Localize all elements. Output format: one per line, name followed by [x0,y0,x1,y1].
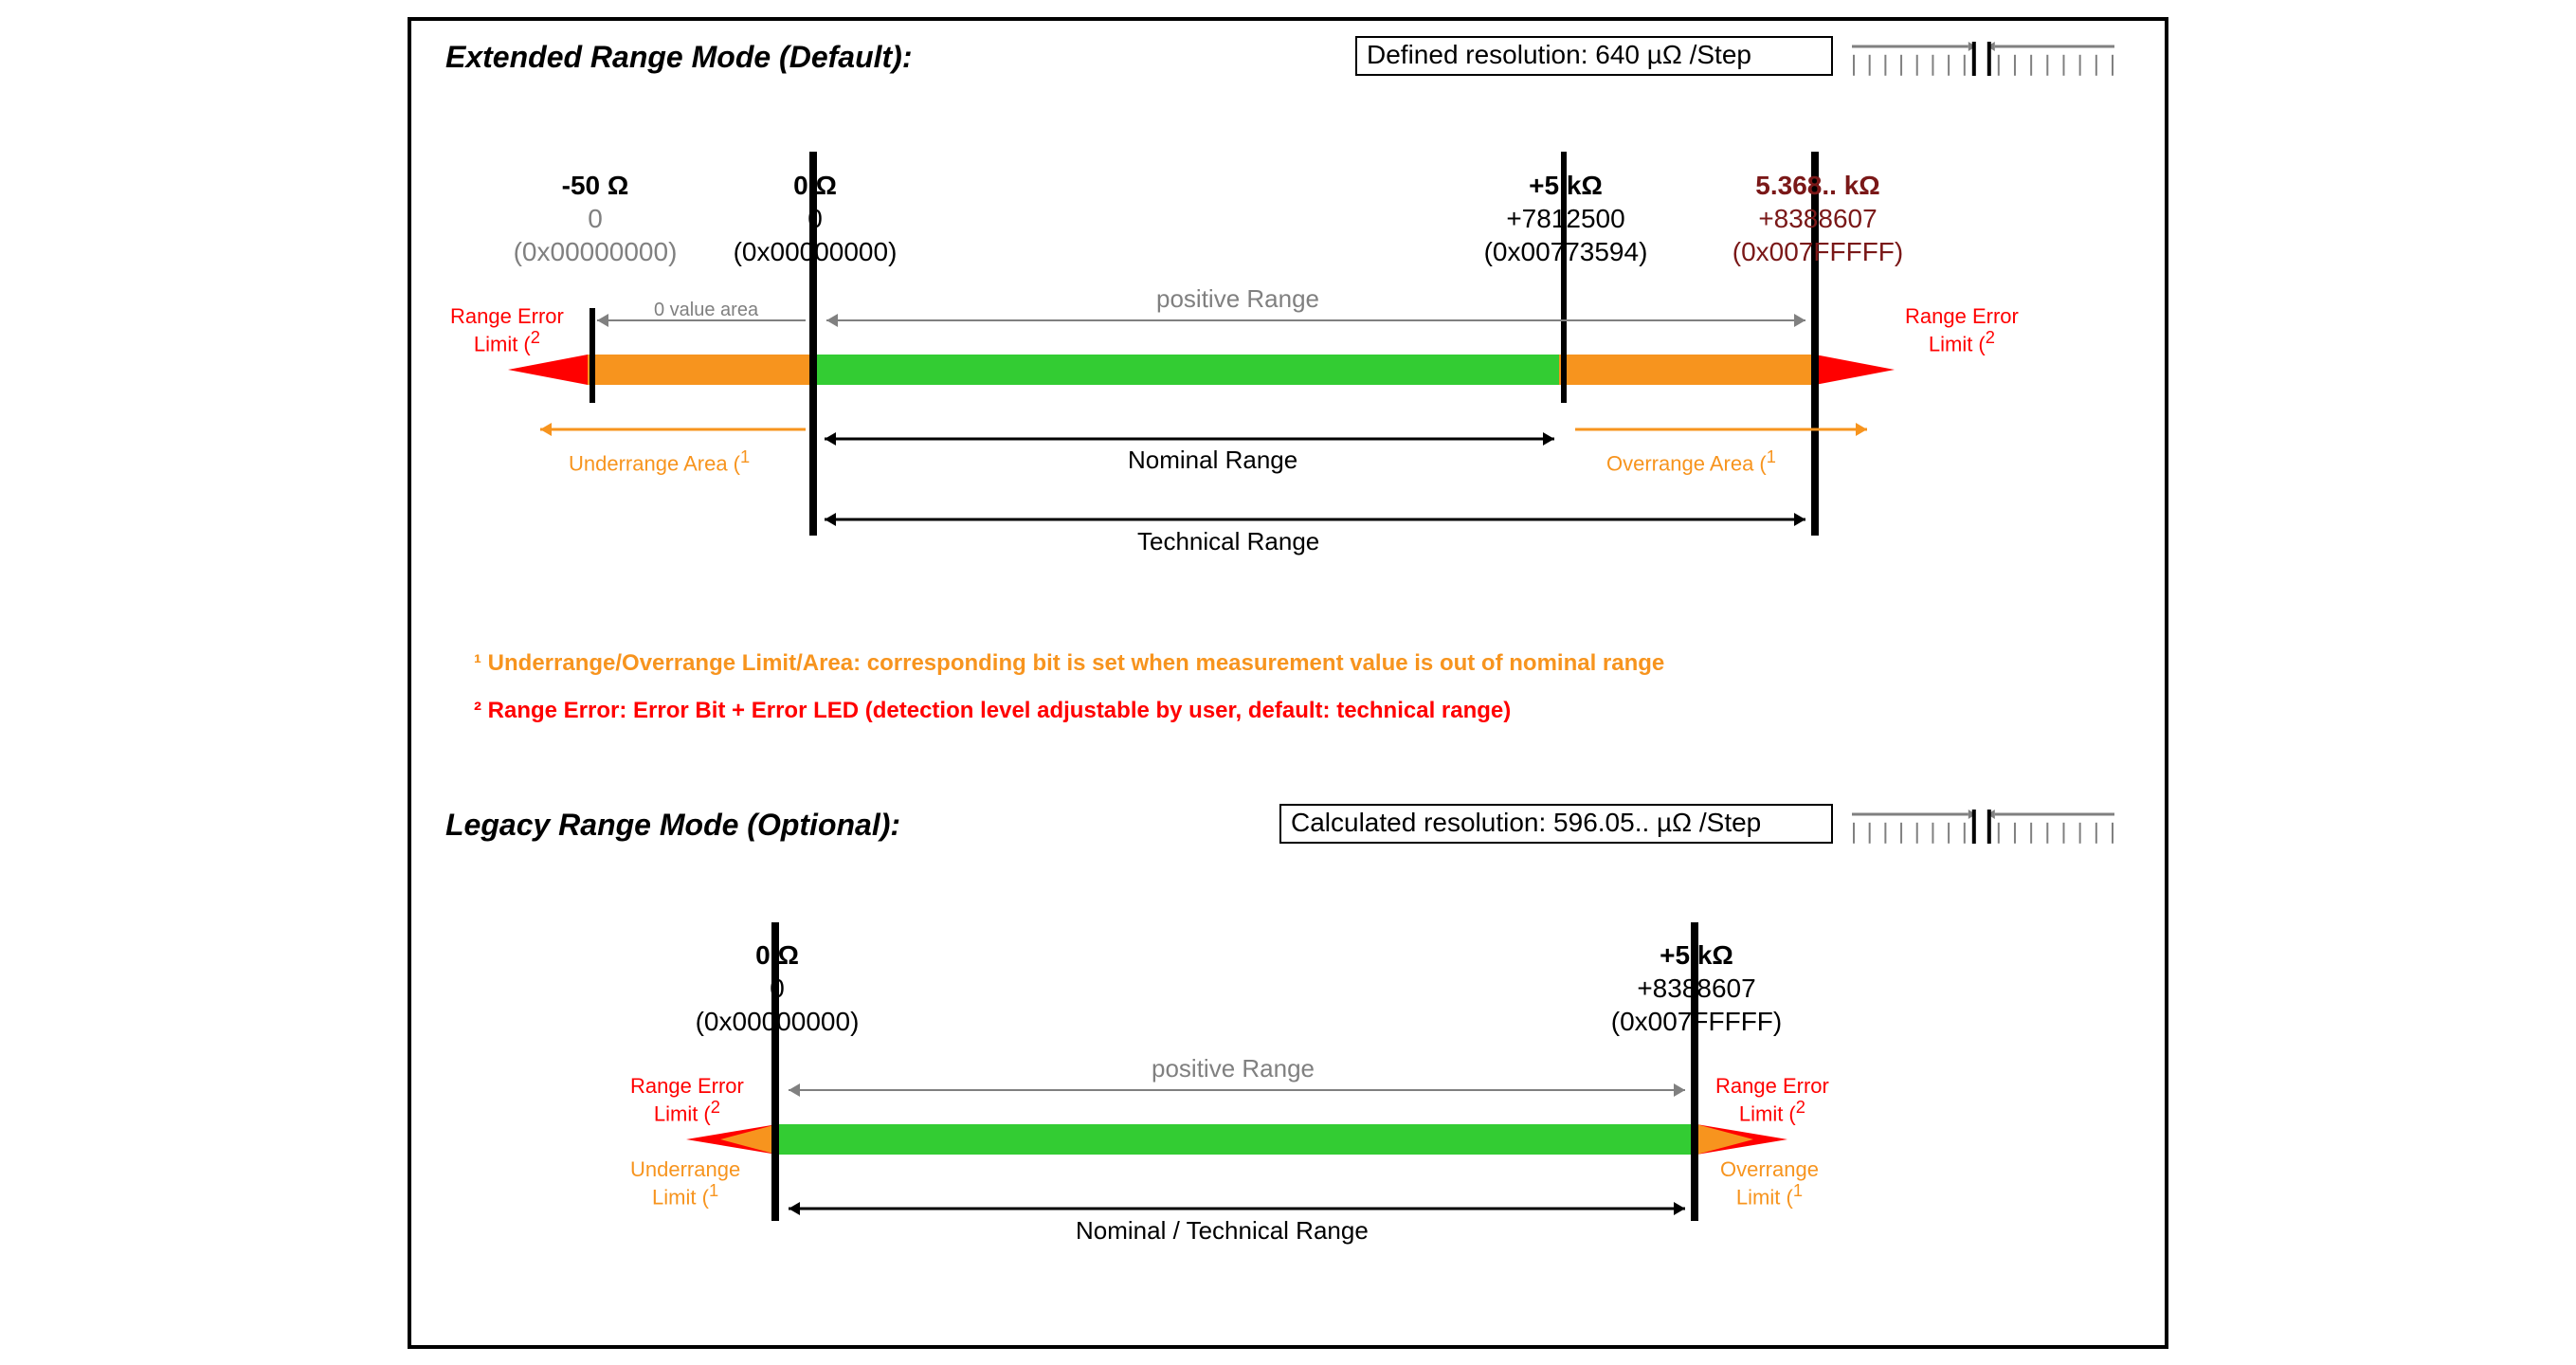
legacy-resolution-box: Calculated resolution: 596.05.. µΩ /Step [1279,804,1833,844]
value-label-neg50: -50 Ω0(0x00000000) [481,169,709,268]
positive-range-label-ext: positive Range [1156,284,1319,314]
extended-mode-title: Extended Range Mode (Default): [445,40,912,75]
nominal-range-bar-legacy [777,1124,1696,1155]
underrange-label-legacy: UnderrangeLimit (1 [630,1158,740,1210]
underrange-area-bar [588,355,815,385]
range-error-limit-left-ext: Range ErrorLimit (2 [450,305,564,356]
overrange-label-legacy: OverrangeLimit (1 [1720,1158,1819,1210]
nominal-technical-range-label: Nominal / Technical Range [1076,1216,1369,1246]
nominal-range-bar [815,355,1559,385]
nominal-range-label: Nominal Range [1128,446,1297,475]
overrange-area-bar [1559,355,1815,385]
range-error-limit-right-ext: Range ErrorLimit (2 [1905,305,2019,356]
caliper-icon [1848,36,2118,78]
value-label-plus5: +5 kΩ+8388607(0x007FFFFF) [1583,938,1810,1038]
underrange-arrow-legacy [720,1124,777,1155]
technical-range-label: Technical Range [1137,527,1319,556]
value-label-zero: 0 Ω0(0x00000000) [663,938,891,1038]
overrange-label: Overrange Area (1 [1606,447,1776,476]
extended-resolution-box: Defined resolution: 640 µΩ /Step [1355,36,1833,76]
positive-range-label-legacy: positive Range [1152,1054,1315,1083]
range-error-arrow-right [1815,355,1895,385]
range-error-limit-right-legacy: Range ErrorLimit (2 [1715,1075,1829,1126]
caliper-icon [1848,804,2118,846]
underrange-label: Underrange Area (1 [569,447,750,476]
value-label-zero: 0 Ω0(0x00000000) [701,169,929,268]
range-error-arrow-left [508,355,588,385]
footnote-1: ¹ Underrange/Overrange Limit/Area: corre… [474,650,1664,677]
underrange-arrow [521,410,825,448]
footnote-2: ² Range Error: Error Bit + Error LED (de… [474,698,1511,724]
value-label-plus5: +5 kΩ+7812500(0x00773594) [1452,169,1679,268]
overrange-arrow-legacy [1696,1124,1753,1155]
range-error-limit-left-legacy: Range ErrorLimit (2 [630,1075,744,1126]
value-label-max: 5.368.. kΩ+8388607(0x007FFFFF) [1704,169,1932,268]
legacy-mode-title: Legacy Range Mode (Optional): [445,808,900,843]
overrange-arrow [1556,410,1886,448]
zero-value-area-label: 0 value area [654,300,758,321]
diagram-stage: Extended Range Mode (Default): Defined r… [0,0,2576,1365]
